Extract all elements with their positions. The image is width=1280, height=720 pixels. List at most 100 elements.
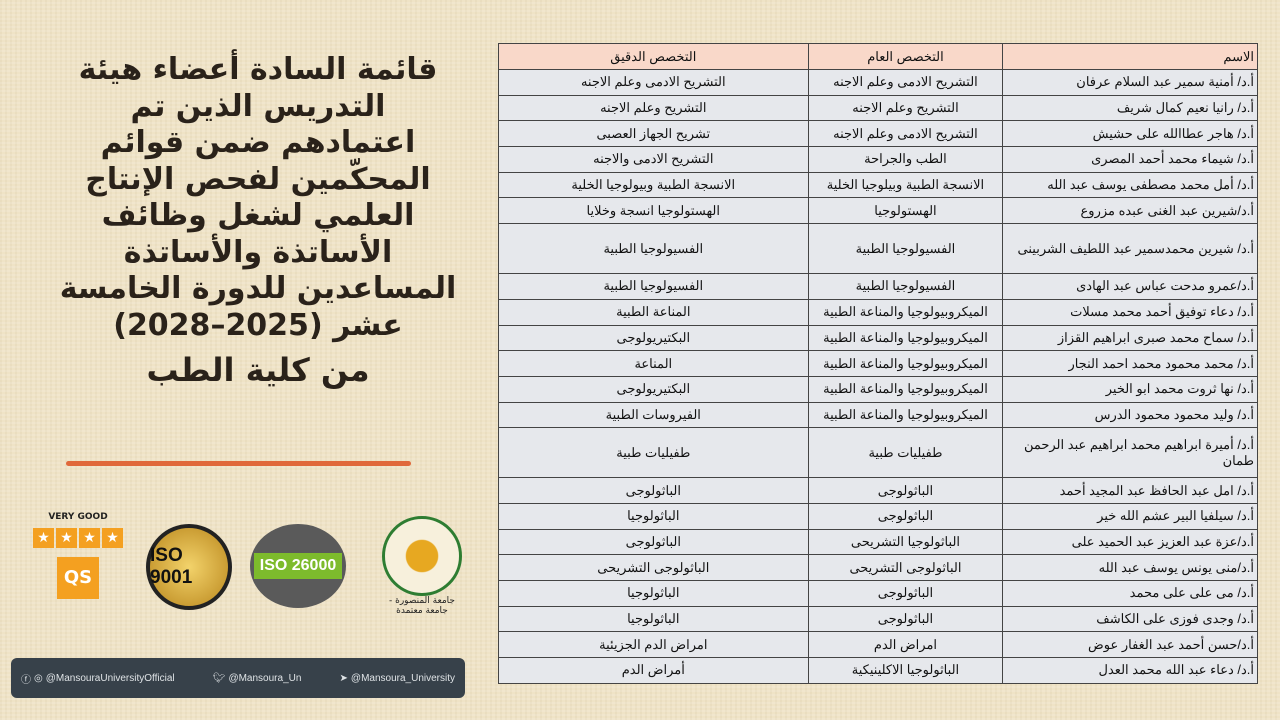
cell-name: أ.د/ هاجر عطاالله على حشيش — [1002, 120, 1258, 148]
cell-precise: طفيليات طبية — [498, 427, 809, 479]
title-line: المساعدين للدورة الخامسة — [59, 271, 457, 306]
header-precise: التخصص الدقيق — [498, 43, 809, 70]
twitter-icon: 🐦︎ — [212, 672, 226, 684]
header-name: الاسم — [1002, 43, 1258, 70]
cell-precise: الباثولوجى — [498, 477, 809, 504]
page-title: قائمة السادة أعضاء هيئة التدريس الذين تم ا… — [20, 52, 496, 389]
cell-precise: الباثولوجيا — [498, 580, 809, 607]
table-row: أ.د/ أميرة ابراهيم محمد ابراهيم عبد الرح… — [498, 427, 1258, 479]
title-line: قائمة السادة أعضاء هيئة — [78, 52, 438, 87]
twitter-link[interactable]: 🐦︎ @Mansoura_Un — [212, 672, 302, 684]
cell-general: الباثولوجى التشريحى — [807, 554, 1004, 581]
cell-general: الميكروبيولوجيا والمناعة الطبية — [807, 401, 1004, 429]
cell-general: التشريح وعلم الاجنه — [807, 94, 1004, 122]
cell-name: أ.د/حسن أحمد عبد الغفار عوض — [1002, 631, 1258, 659]
cell-name: أ.د/ محمد محمود محمد احمد النجار — [1002, 350, 1258, 377]
table-row: أ.د/ شيرين محمدسمير عبد اللطيف الشربينى ا… — [498, 223, 1258, 275]
instagram-icon: ◎ — [34, 672, 43, 684]
cell-precise: الباثولوجى التشريحى — [498, 554, 809, 581]
cell-general: الباثولوجيا الاكلينيكية — [807, 657, 1004, 684]
table-row: أ.د/ سماح محمد صبرى ابراهيم القزاز الميكر… — [498, 324, 1258, 352]
cell-name: أ.د/ رانيا نعيم كمال شريف — [1002, 94, 1258, 122]
cell-name: أ.د/ شيرين محمدسمير عبد اللطيف الشربينى — [1002, 223, 1258, 275]
cell-precise: الباثولوجيا — [498, 502, 809, 530]
cell-precise: التشريح الادمى وعلم الاجنه — [498, 69, 809, 96]
accreditation-badges: VERY GOOD ★ ★ ★ ★ QS ISO 9001 ISO 26000 جام… — [0, 512, 480, 622]
star-icon: ★ — [56, 528, 77, 548]
table-row: أ.د/ وجدى فوزى على الكاشف الباثولوجى الباث… — [498, 605, 1258, 633]
cell-name: أ.د/ وليد محمود محمود الدرس — [1002, 401, 1258, 429]
title-line: عشر (2025–2028) — [113, 307, 403, 343]
cell-name: أ.د/ دعاء عبد الله محمد العدل — [1002, 657, 1258, 684]
table-row: أ.د/حسن أحمد عبد الغفار عوض امراض الدم امر… — [498, 631, 1258, 659]
title-line: الأساتذة والأساتذة — [123, 234, 393, 270]
star-icon: ★ — [79, 528, 100, 548]
cell-name: أ.د/عمرو مدحت عباس عبد الهادى — [1002, 273, 1258, 300]
cell-name: أ.د/ مى على على محمد — [1002, 580, 1258, 607]
cell-general: الميكروبيولوجيا والمناعة الطبية — [807, 324, 1004, 352]
star-icon: ★ — [33, 528, 54, 548]
table-row: أ.د/ امل عبد الحافظ عبد المجيد أحمد الباث… — [498, 477, 1258, 504]
cell-precise: أمراض الدم — [498, 657, 809, 684]
table-row: أ.د/ أمنية سمير عبد السلام عرفان التشريح … — [498, 69, 1258, 96]
facebook-icon: ⓕ — [21, 674, 31, 686]
table-row: أ.د/ محمد محمود محمد احمد النجار الميكروب… — [498, 350, 1258, 377]
cell-precise: المناعة — [498, 350, 809, 377]
cell-precise: الباثولوجيا — [498, 605, 809, 633]
university-logo: جامعة المنصورة - جامعة معتمدة — [378, 516, 466, 626]
cell-general: الطب والجراحة — [807, 146, 1004, 173]
telegram-link[interactable]: ➤ @Mansoura_University — [339, 672, 455, 684]
table-row: أ.د/ مى على على محمد الباثولوجى الباثولوجي… — [498, 580, 1258, 607]
iso-26000-seal: ISO 26000 — [250, 524, 346, 608]
header-general: التخصص العام — [807, 43, 1004, 70]
table-row: أ.د/ هاجر عطاالله على حشيش التشريح الادمى… — [498, 120, 1258, 148]
star-icon: ★ — [102, 528, 123, 548]
cell-precise: البكتيريولوجى — [498, 324, 809, 352]
cell-name: أ.د/ أمنية سمير عبد السلام عرفان — [1002, 69, 1258, 96]
table-row: أ.د/ رانيا نعيم كمال شريف التشريح وعلم ال… — [498, 94, 1258, 122]
title-line: العلمي لشغل وظائف — [101, 198, 415, 233]
cell-general: الهستولوجيا — [807, 197, 1004, 225]
cell-general: الانسجة الطبية وبيلوجيا الخلية — [807, 171, 1004, 199]
table-row: أ.د/منى يونس يوسف عبد الله الباثولوجى الت… — [498, 554, 1258, 581]
cell-precise: الفيروسات الطبية — [498, 401, 809, 429]
title-line: المحكّمين لفحص الإنتاج — [85, 161, 431, 197]
qs-logo: QS — [57, 557, 99, 599]
cell-precise: الانسجة الطبية وبيولوجيا الخلية — [498, 171, 809, 199]
cell-name: أ.د/منى يونس يوسف عبد الله — [1002, 554, 1258, 581]
cell-precise: الفسيولوجيا الطبية — [498, 273, 809, 300]
table-row: أ.د/عمرو مدحت عباس عبد الهادى الفسيولوجيا… — [498, 273, 1258, 300]
cell-general: التشريح الادمى وعلم الاجنه — [807, 120, 1004, 148]
cell-general: الفسيولوجيا الطبية — [807, 223, 1004, 275]
reviewers-table: الاسم التخصص العام التخصص الدقيق أ.د/ أم… — [498, 43, 1258, 684]
qs-rating: VERY GOOD — [48, 512, 108, 522]
faculty-name: من كلية الطب — [146, 351, 370, 389]
cell-name: أ.د/ نها ثروت محمد ابو الخير — [1002, 375, 1258, 403]
cell-precise: الهستولوجيا انسجة وخلايا — [498, 197, 809, 225]
cell-name: أ.د/ امل عبد الحافظ عبد المجيد أحمد — [1002, 477, 1258, 504]
cell-precise: البكتيريولوجى — [498, 375, 809, 403]
cell-general: امراض الدم — [807, 631, 1004, 659]
cell-precise: التشريح وعلم الاجنه — [498, 94, 809, 122]
cell-name: أ.د/ سماح محمد صبرى ابراهيم القزاز — [1002, 324, 1258, 352]
cell-name: أ.د/ أمل محمد مصطفى يوسف عبد الله — [1002, 171, 1258, 199]
cell-general: الباثولوجى — [807, 580, 1004, 607]
divider — [66, 461, 411, 466]
cell-name: أ.د/ وجدى فوزى على الكاشف — [1002, 605, 1258, 633]
cell-general: الباثولوجيا التشريحى — [807, 528, 1004, 556]
cell-general: الباثولوجى — [807, 605, 1004, 633]
table-row: أ.د/ دعاء عبد الله محمد العدل الباثولوجيا… — [498, 657, 1258, 684]
cell-name: أ.د/ دعاء توفيق أحمد محمد مسلات — [1002, 298, 1258, 326]
social-footer: ⓕ ◎ @MansouraUniversityOfficial 🐦︎ @Mansour… — [11, 658, 465, 698]
table-row: أ.د/عزة عبد العزيز عبد الحميد على الباثول… — [498, 528, 1258, 556]
cell-name: أ.د/شيرين عبد الغنى عبده مزروع — [1002, 197, 1258, 225]
table-row: أ.د/ دعاء توفيق أحمد محمد مسلات الميكروبي… — [498, 298, 1258, 326]
cell-general: طفيليات طبية — [807, 427, 1004, 479]
cell-name: أ.د/ شيماء محمد أحمد المصرى — [1002, 146, 1258, 173]
star-rating: ★ ★ ★ ★ — [30, 528, 126, 548]
cell-precise: المناعة الطبية — [498, 298, 809, 326]
cell-general: الميكروبيولوجيا والمناعة الطبية — [807, 375, 1004, 403]
facebook-instagram-link[interactable]: ⓕ ◎ @MansouraUniversityOfficial — [21, 672, 175, 686]
iso-9001-seal: ISO 9001 — [146, 524, 232, 610]
table-row: أ.د/ أمل محمد مصطفى يوسف عبد الله الانسجة… — [498, 171, 1258, 199]
